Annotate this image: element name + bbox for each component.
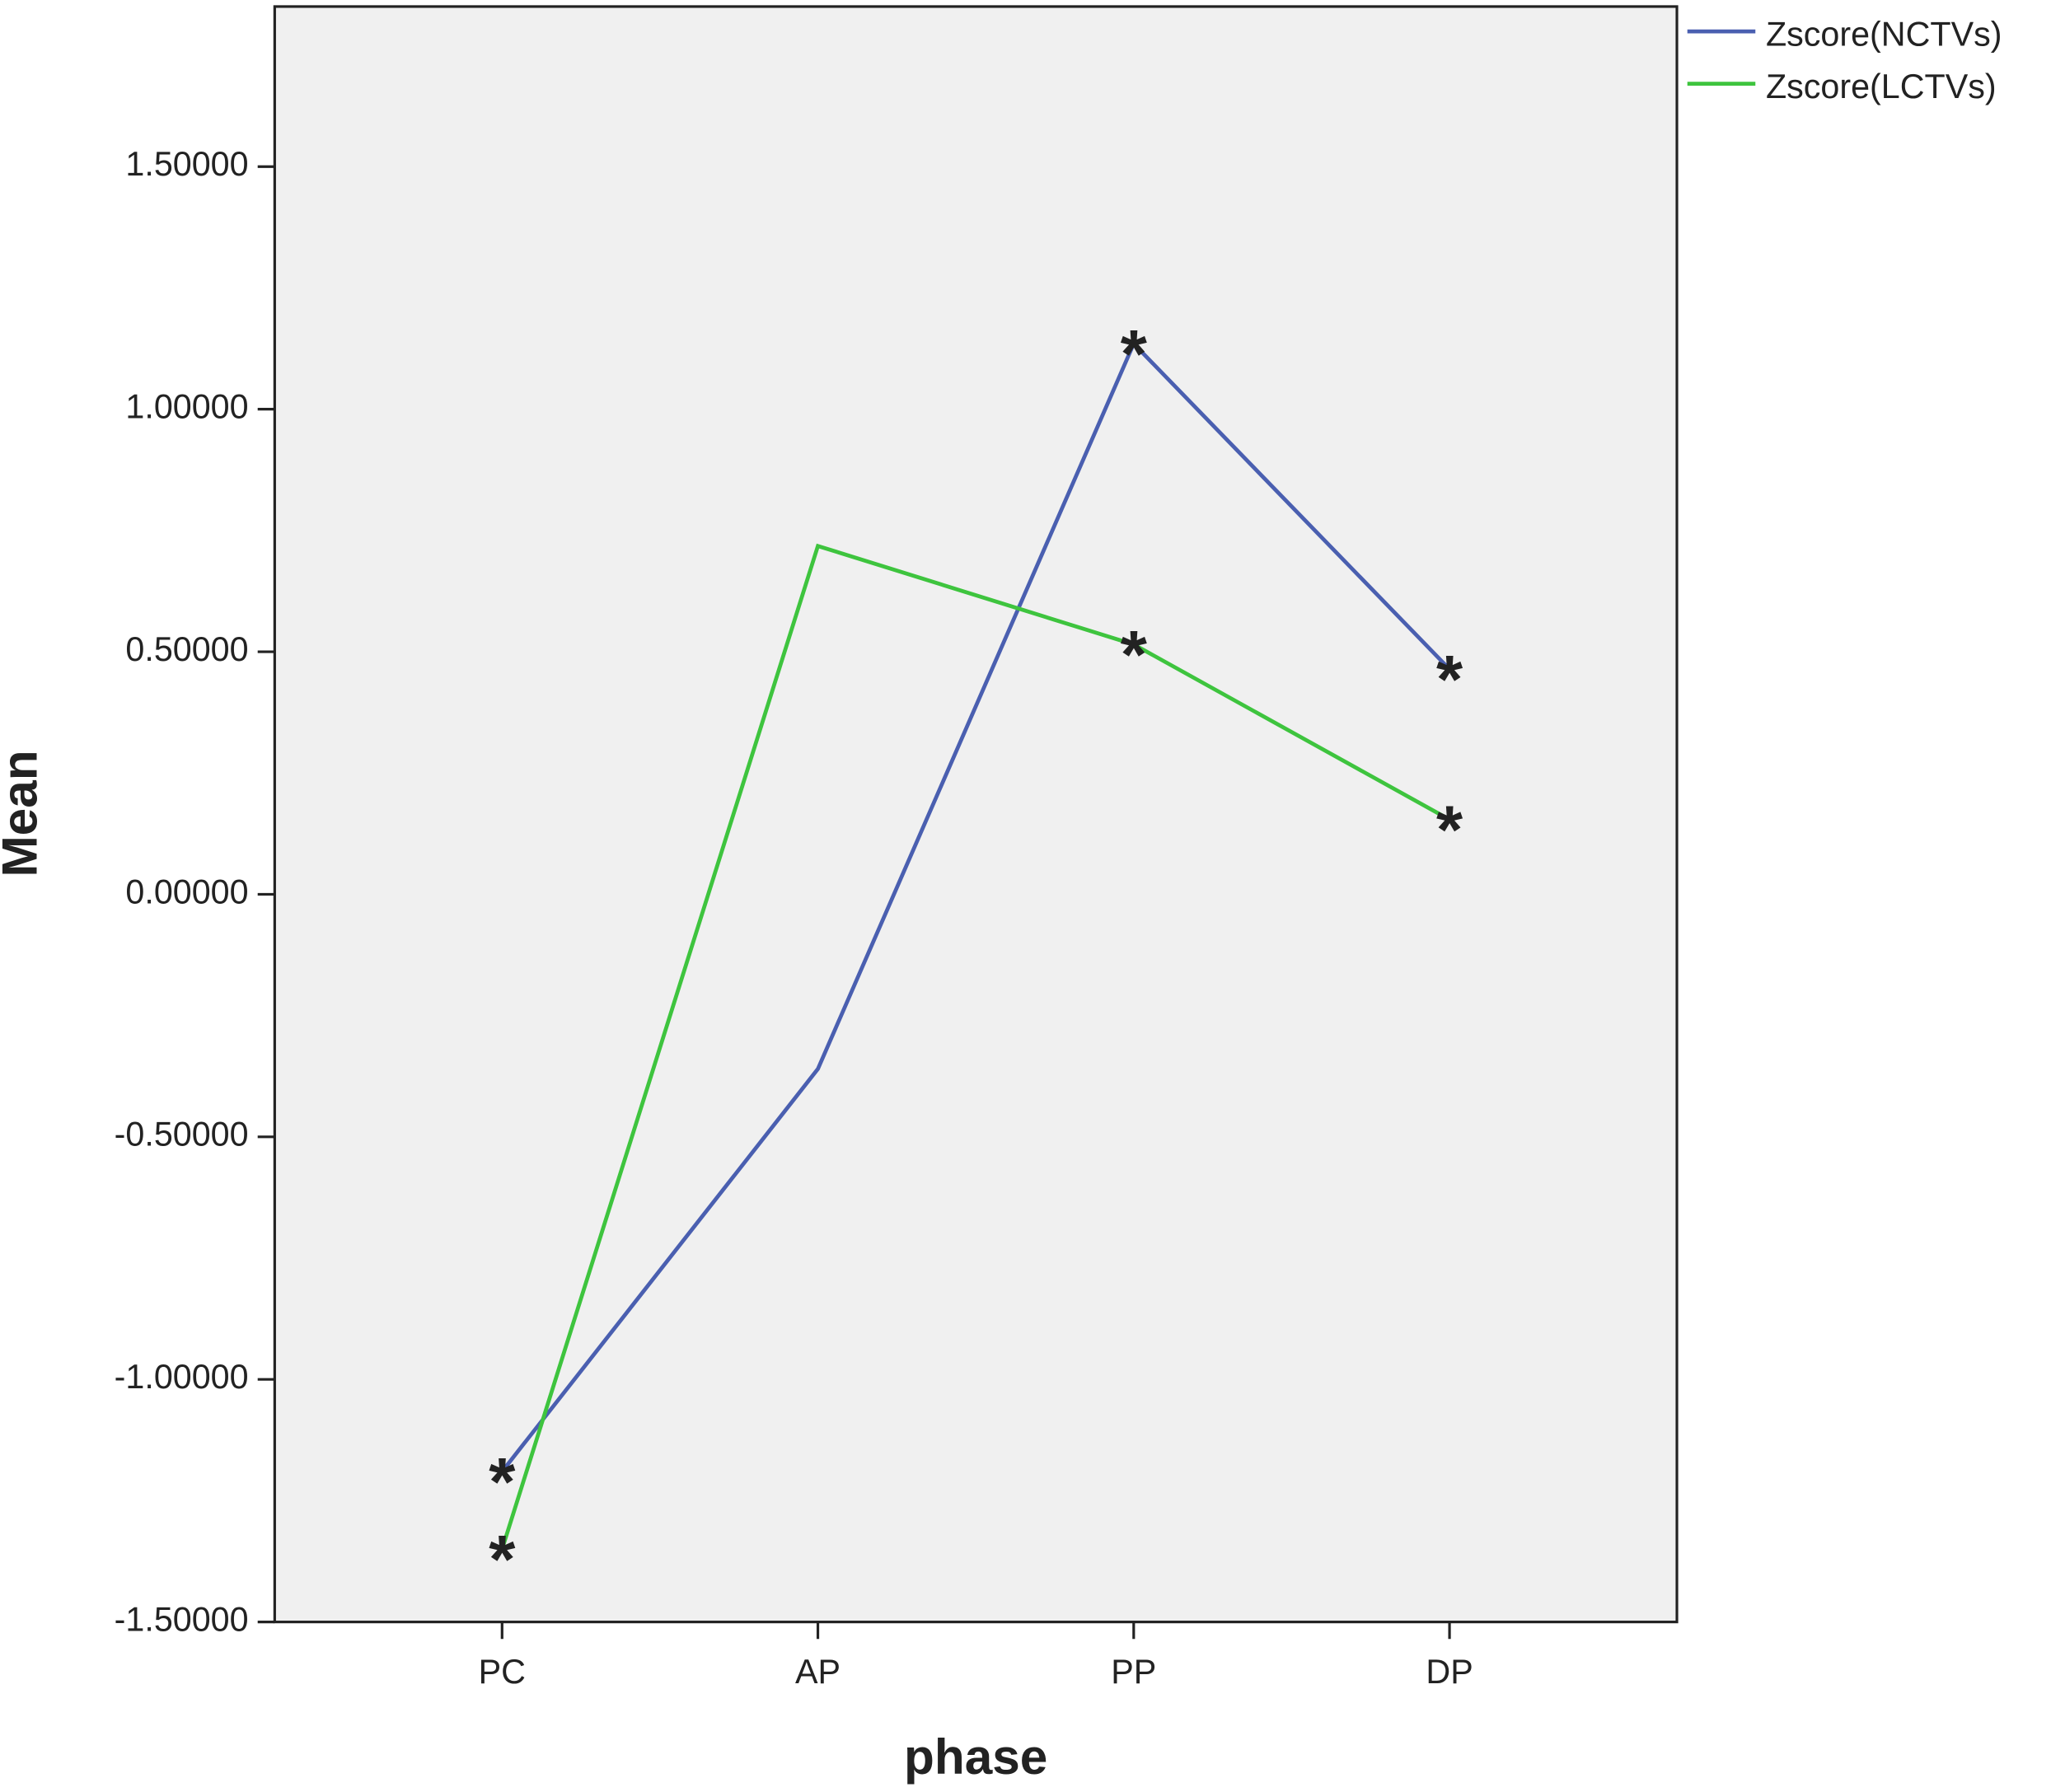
y-tick-label: 1.50000 xyxy=(125,145,248,183)
y-tick-label: 0.50000 xyxy=(125,630,248,668)
y-tick-label: 0.00000 xyxy=(125,873,248,910)
y-tick-label: 1.00000 xyxy=(125,388,248,426)
x-tick-label: DP xyxy=(1426,1653,1473,1691)
significance-marker: * xyxy=(1436,642,1463,718)
y-tick-label: -0.50000 xyxy=(115,1116,249,1153)
significance-marker: * xyxy=(489,1522,516,1598)
y-tick-label: -1.00000 xyxy=(115,1358,249,1396)
y-axis-title: Mean xyxy=(0,750,48,877)
x-tick-label: PC xyxy=(479,1653,526,1691)
significance-marker: * xyxy=(1121,617,1148,693)
legend-label: Zscore(NCTVs) xyxy=(1766,15,2002,53)
significance-marker: * xyxy=(1121,316,1148,392)
x-tick-label: PP xyxy=(1111,1653,1156,1691)
legend-label: Zscore(LCTVs) xyxy=(1766,68,1997,105)
x-tick-label: AP xyxy=(795,1653,841,1691)
series-line xyxy=(500,339,1451,1473)
plot-area xyxy=(273,5,1679,1624)
y-tick-label: -1.50000 xyxy=(115,1601,249,1639)
significance-marker: * xyxy=(1436,793,1463,868)
significance-marker: * xyxy=(489,1444,516,1520)
series-line xyxy=(500,543,1451,1551)
x-axis-title: phase xyxy=(904,1729,1047,1785)
